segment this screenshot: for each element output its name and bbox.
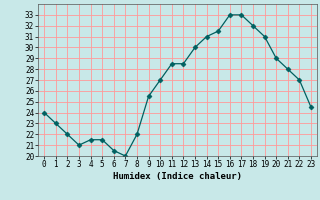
X-axis label: Humidex (Indice chaleur): Humidex (Indice chaleur) xyxy=(113,172,242,181)
